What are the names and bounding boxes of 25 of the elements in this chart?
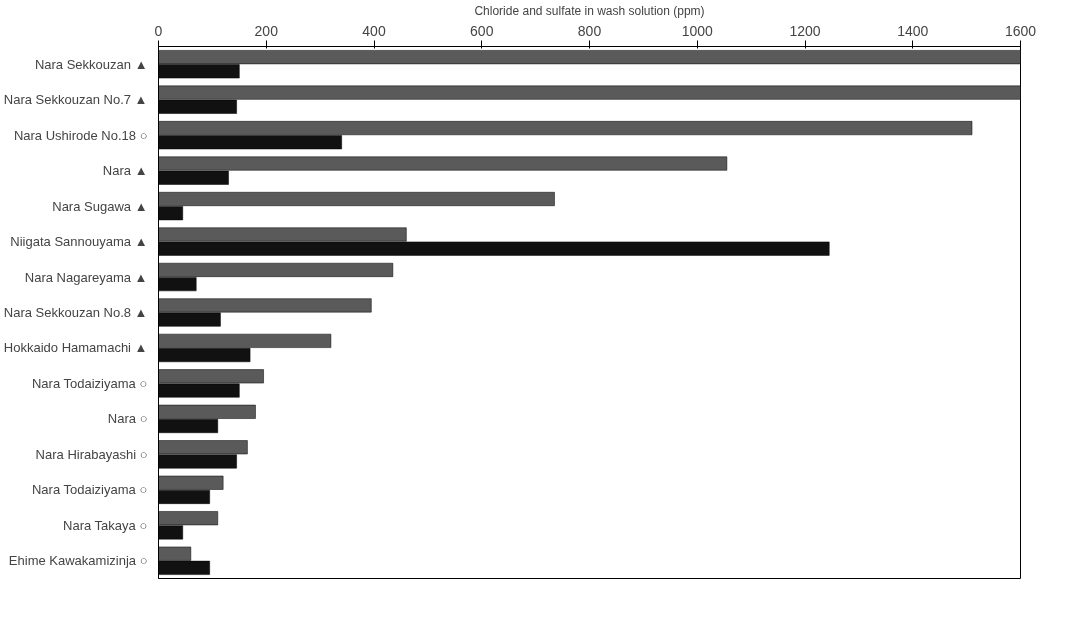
x-tick-label: 1400 bbox=[897, 22, 929, 39]
x-tick-label: 800 bbox=[577, 22, 602, 39]
y-tick-label: Nara Todaiziyama ○ bbox=[31, 375, 148, 391]
y-tick-label: Nara Todaiziyama ○ bbox=[31, 482, 148, 498]
y-tick-label: Nara Sekkouzan No.8 ▲ bbox=[3, 305, 148, 320]
y-tick-label: Ehime Kawakamizinja ○ bbox=[8, 553, 148, 569]
y-tick-label: Nara Nagareyama ▲ bbox=[24, 269, 148, 285]
y-tick-label: Nara Hirabayashi ○ bbox=[35, 446, 148, 462]
x-tick-label: 600 bbox=[470, 22, 494, 39]
x-tick-label: 0 bbox=[154, 22, 163, 39]
x-axis-title: Chloride and sulfate in wash solution (ppm) bbox=[474, 3, 705, 18]
y-tick-label: Nara ○ bbox=[107, 411, 148, 427]
y-tick-label: Nara Ushirode No.18 ○ bbox=[13, 127, 148, 143]
y-tick-label: Nara ▲ bbox=[102, 163, 148, 179]
y-tick-label: Nara Sekkouzan ▲ bbox=[34, 56, 148, 72]
x-tick-label: 1200 bbox=[789, 22, 821, 39]
y-tick-label: Nara Sekkouzan No.7 ▲ bbox=[3, 92, 148, 108]
x-tick-label: 1000 bbox=[681, 22, 714, 39]
x-tick-label: 1600 bbox=[1004, 22, 1037, 39]
y-tick-label: Nara Takaya ○ bbox=[63, 517, 148, 533]
y-tick-label: Niigata Sannouyama ▲ bbox=[10, 234, 148, 250]
x-tick-label: 200 bbox=[254, 22, 279, 39]
y-tick-label: Hokkaido Hamamachi ▲ bbox=[3, 340, 148, 356]
x-tick-label: 400 bbox=[362, 22, 386, 39]
y-tick-label: Nara Sugawa ▲ bbox=[52, 198, 148, 214]
